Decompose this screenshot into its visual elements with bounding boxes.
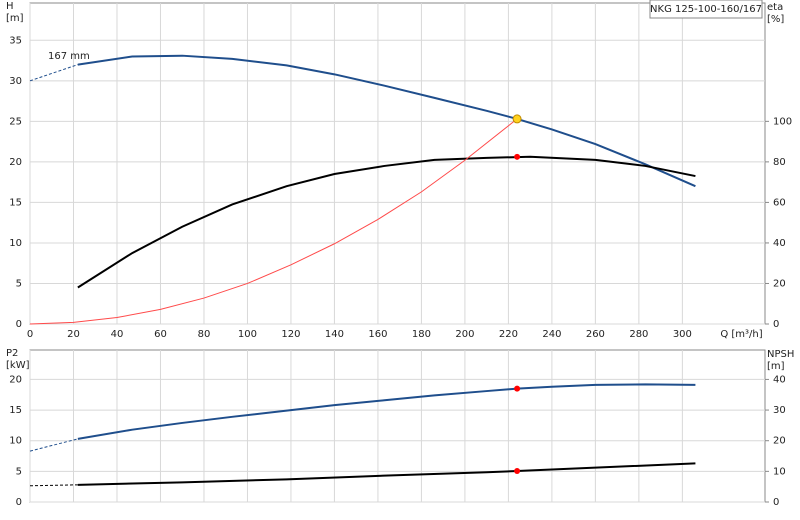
y2-axis-label: [m]	[767, 361, 785, 372]
chart-title: NKG 125-100-160/167	[650, 4, 762, 15]
y-tick-label: 25	[9, 116, 22, 127]
y2-tick-label: 40	[773, 374, 786, 385]
x-tick-label: 100	[238, 329, 257, 340]
x-tick-label: 200	[455, 329, 474, 340]
y-tick-label: 20	[9, 374, 22, 385]
x-tick-label: 80	[198, 329, 211, 340]
y-axis-label: [kW]	[6, 360, 30, 371]
y-tick-label: 5	[16, 466, 22, 477]
x-tick-label: 300	[673, 329, 692, 340]
curve	[77, 462, 696, 486]
curve	[29, 118, 518, 325]
x-tick-label: 120	[281, 329, 300, 340]
y-tick-label: 10	[9, 436, 22, 447]
y2-tick-label: 10	[773, 466, 786, 477]
duty-point	[514, 153, 521, 160]
y2-tick-label: 60	[773, 197, 786, 208]
curve	[77, 54, 696, 188]
y2-tick-label: 40	[773, 238, 786, 249]
curve	[29, 438, 78, 452]
curve	[29, 484, 78, 487]
y2-tick-label: 20	[773, 278, 786, 289]
y2-tick-label: 30	[773, 405, 786, 416]
y2-axis-label: [%]	[767, 14, 784, 25]
y-axis-label: [m]	[6, 13, 24, 24]
x-tick-label: 140	[325, 329, 344, 340]
x-tick-label: 240	[542, 329, 561, 340]
x-tick-label: 280	[629, 329, 648, 340]
x-tick-label: 180	[412, 329, 431, 340]
y-axis-label: P2	[6, 348, 18, 359]
y-tick-label: 15	[9, 197, 22, 208]
title-box	[649, 0, 763, 19]
x-tick-label: 40	[111, 329, 124, 340]
y-tick-label: 30	[9, 76, 22, 87]
x-axis-label: Q [m³/h]	[720, 329, 762, 340]
y-tick-label: 10	[9, 238, 22, 249]
x-tick-label: 160	[368, 329, 387, 340]
curve	[77, 155, 696, 289]
y-tick-label: 5	[16, 278, 22, 289]
duty-point	[514, 468, 521, 475]
y2-tick-label: 100	[773, 116, 792, 127]
x-tick-label: 60	[154, 329, 167, 340]
x-tick-label: 20	[67, 329, 80, 340]
duty-point	[514, 385, 521, 392]
curve	[77, 383, 696, 440]
y-tick-label: 0	[16, 497, 22, 508]
x-tick-label: 260	[586, 329, 605, 340]
y-tick-label: 15	[9, 405, 22, 416]
curve	[29, 64, 79, 82]
y-axis-label: H	[6, 1, 14, 12]
y2-tick-label: 0	[773, 319, 779, 330]
y2-tick-label: 20	[773, 436, 786, 447]
plot-frame	[29, 349, 766, 503]
y-tick-label: 20	[9, 157, 22, 168]
x-tick-label: 220	[499, 329, 518, 340]
duty-point	[512, 114, 522, 124]
curve-annotation: 167 mm	[48, 51, 90, 62]
y-tick-label: 0	[16, 319, 22, 330]
y2-tick-label: 80	[773, 157, 786, 168]
y2-axis-label: NPSH	[767, 349, 794, 360]
y2-axis-label: eta	[767, 2, 783, 13]
x-tick-label: 0	[27, 329, 33, 340]
y2-tick-label: 0	[773, 497, 779, 508]
y-tick-label: 35	[9, 35, 22, 46]
